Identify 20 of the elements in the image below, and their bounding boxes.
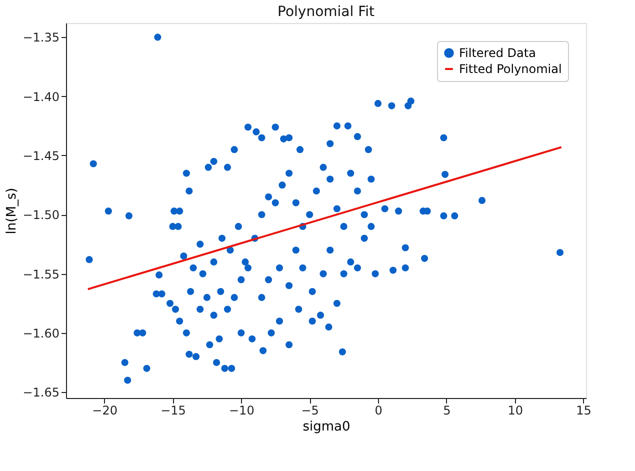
y-tick-label: −1.40 <box>22 90 60 104</box>
x-tick-label: −10 <box>228 404 254 418</box>
y-axis-title: ln(M_s) <box>4 188 20 234</box>
x-axis-title: sigma0 <box>302 420 350 434</box>
legend-label: Filtered Data <box>459 46 536 60</box>
y-tick-label: −1.60 <box>22 326 60 340</box>
y-tick-label: −1.45 <box>22 148 60 163</box>
x-tick-label: 15 <box>576 404 592 418</box>
chart-title: Polynomial Fit <box>278 4 375 20</box>
y-tick-label: −1.55 <box>22 267 60 282</box>
y-tick-label: −1.65 <box>22 386 60 400</box>
legend-label: Fitted Polynomial <box>459 62 562 76</box>
x-tick-label: −5 <box>301 404 319 418</box>
y-tick-label: −1.35 <box>22 30 60 45</box>
x-tick-label: 5 <box>443 404 451 418</box>
x-tick-label: −15 <box>160 404 186 418</box>
y-tick-label: −1.50 <box>22 208 60 222</box>
x-tick-label: 10 <box>508 404 523 418</box>
x-tick-label: 0 <box>374 404 382 418</box>
x-tick-label: −20 <box>92 404 118 418</box>
